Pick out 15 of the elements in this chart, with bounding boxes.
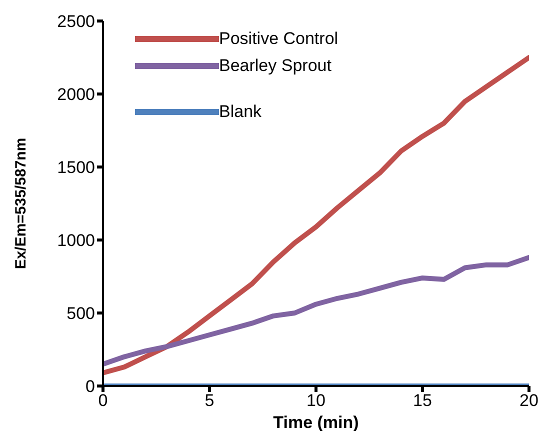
x-tick-label: 5 — [204, 391, 214, 410]
x-tick-label: 15 — [413, 391, 432, 410]
y-tick-label: 1000 — [57, 231, 95, 250]
y-tick-label: 1500 — [57, 158, 95, 178]
x-tick-label: 10 — [306, 391, 326, 410]
legend-label: Positive Control — [219, 28, 340, 49]
y-axis-title: Ex/Em=535/587nm — [12, 138, 30, 270]
legend-label: Bearley Sprout — [219, 55, 332, 76]
y-tick-label: 500 — [66, 304, 95, 324]
x-tick-label: 20 — [520, 391, 538, 410]
y-tick-label: 2500 — [57, 12, 95, 32]
x-tick-label: 0 — [98, 391, 108, 410]
y-tick-label: 2000 — [57, 85, 95, 104]
y-tick-label: 0 — [86, 377, 95, 396]
legend-label: Blank — [219, 101, 263, 122]
